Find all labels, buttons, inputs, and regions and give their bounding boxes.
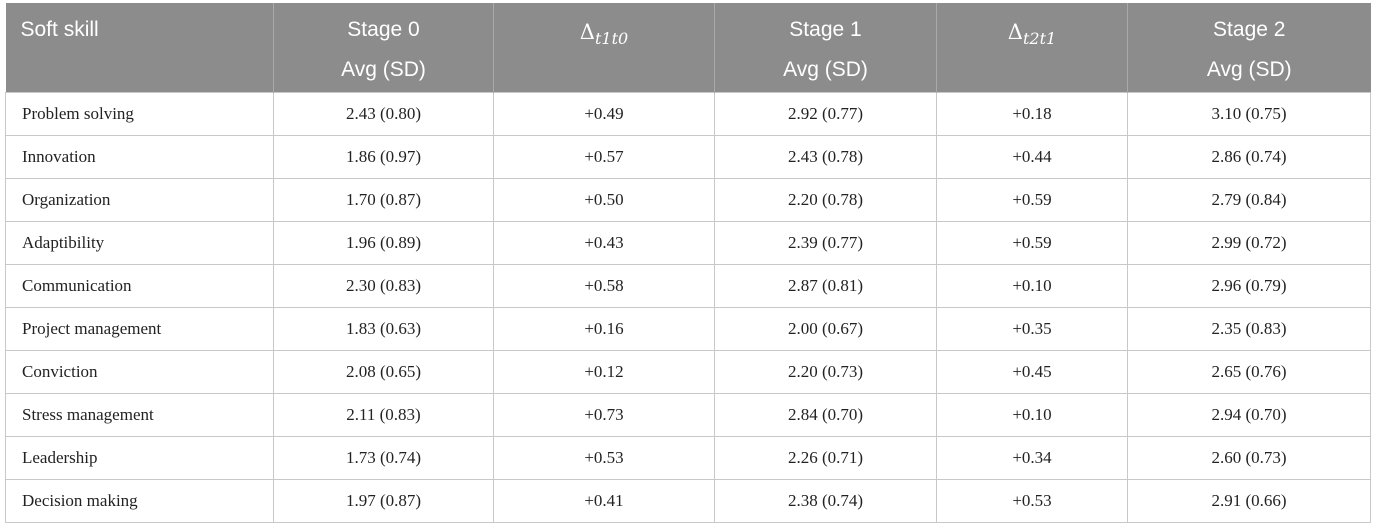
header-stage-1-title: Stage 1 <box>789 18 862 41</box>
header-row: Soft skill Stage 0 Avg (SD) Δt1t0 Stage … <box>5 3 1371 92</box>
cell-delta-t2t1: +0.10 <box>936 392 1128 437</box>
soft-skills-table: Soft skill Stage 0 Avg (SD) Δt1t0 Stage … <box>5 3 1371 523</box>
cell-skill: Problem solving <box>5 91 274 136</box>
cell-stage-2: 2.86 (0.74) <box>1127 134 1371 179</box>
cell-delta-t1t0: +0.12 <box>493 349 715 394</box>
header-stage-0-subtitle: Avg (SD) <box>341 58 426 81</box>
table-row: Problem solving 2.43 (0.80) +0.49 2.92 (… <box>5 91 1371 136</box>
cell-stage-1: 2.92 (0.77) <box>714 91 937 136</box>
cell-delta-t1t0: +0.16 <box>493 306 715 351</box>
cell-delta-t1t0: +0.53 <box>493 435 715 480</box>
cell-delta-t1t0: +0.41 <box>493 478 715 523</box>
delta-subscript: t1t0 <box>594 29 629 48</box>
header-stage-2-title: Stage 2 <box>1213 18 1286 41</box>
cell-stage-2: 2.79 (0.84) <box>1127 177 1371 222</box>
cell-skill: Project management <box>5 306 274 351</box>
cell-delta-t2t1: +0.44 <box>936 134 1128 179</box>
cell-skill: Conviction <box>5 349 274 394</box>
delta-symbol: Δ <box>1007 20 1023 44</box>
cell-stage-0: 1.83 (0.63) <box>273 306 494 351</box>
table-row: Stress management 2.11 (0.83) +0.73 2.84… <box>5 392 1371 437</box>
cell-delta-t2t1: +0.34 <box>936 435 1128 480</box>
header-soft-skill-label: Soft skill <box>20 18 99 41</box>
header-stage-0: Stage 0 Avg (SD) <box>273 3 494 92</box>
header-stage-2-subtitle: Avg (SD) <box>1206 58 1292 81</box>
cell-stage-2: 2.60 (0.73) <box>1127 435 1371 480</box>
header-stage-1-subtitle: Avg (SD) <box>783 58 868 81</box>
cell-delta-t2t1: +0.18 <box>936 91 1128 136</box>
soft-skills-table-container: Soft skill Stage 0 Avg (SD) Δt1t0 Stage … <box>5 3 1371 523</box>
cell-skill: Innovation <box>5 134 274 179</box>
cell-skill: Stress management <box>5 392 274 437</box>
cell-stage-1: 2.43 (0.78) <box>714 134 937 179</box>
cell-delta-t1t0: +0.73 <box>493 392 715 437</box>
cell-stage-0: 1.97 (0.87) <box>273 478 494 523</box>
cell-stage-0: 1.70 (0.87) <box>273 177 494 222</box>
cell-stage-0: 1.86 (0.97) <box>273 134 494 179</box>
cell-delta-t2t1: +0.59 <box>936 220 1128 265</box>
cell-stage-1: 2.84 (0.70) <box>714 392 937 437</box>
cell-delta-t2t1: +0.45 <box>936 349 1128 394</box>
cell-stage-0: 2.11 (0.83) <box>273 392 494 437</box>
cell-delta-t1t0: +0.50 <box>493 177 715 222</box>
header-stage-1: Stage 1 Avg (SD) <box>714 3 937 92</box>
cell-skill: Adaptibility <box>5 220 274 265</box>
header-stage-2: Stage 2 Avg (SD) <box>1127 3 1371 92</box>
table-row: Leadership 1.73 (0.74) +0.53 2.26 (0.71)… <box>5 435 1371 480</box>
cell-delta-t2t1: +0.10 <box>936 263 1128 308</box>
cell-stage-0: 1.73 (0.74) <box>273 435 494 480</box>
cell-stage-2: 2.91 (0.66) <box>1127 478 1371 523</box>
cell-stage-0: 1.96 (0.89) <box>273 220 494 265</box>
cell-stage-0: 2.30 (0.83) <box>273 263 494 308</box>
cell-stage-2: 2.65 (0.76) <box>1127 349 1371 394</box>
header-delta-t2t1-label: Δt2t1 <box>937 19 1127 52</box>
cell-stage-1: 2.38 (0.74) <box>714 478 937 523</box>
cell-delta-t2t1: +0.53 <box>936 478 1128 523</box>
table-row: Innovation 1.86 (0.97) +0.57 2.43 (0.78)… <box>5 134 1371 179</box>
cell-skill: Organization <box>5 177 274 222</box>
header-soft-skill: Soft skill <box>5 3 274 92</box>
cell-stage-0: 2.08 (0.65) <box>273 349 494 394</box>
cell-delta-t1t0: +0.49 <box>493 91 715 136</box>
cell-stage-1: 2.26 (0.71) <box>714 435 937 480</box>
cell-stage-0: 2.43 (0.80) <box>273 91 494 136</box>
cell-stage-2: 3.10 (0.75) <box>1127 91 1371 136</box>
cell-stage-1: 2.87 (0.81) <box>714 263 937 308</box>
header-delta-t2t1: Δt2t1 <box>936 3 1128 92</box>
table-row: Adaptibility 1.96 (0.89) +0.43 2.39 (0.7… <box>5 220 1371 265</box>
cell-stage-1: 2.20 (0.78) <box>714 177 937 222</box>
cell-stage-2: 2.94 (0.70) <box>1127 392 1371 437</box>
cell-skill: Leadership <box>5 435 274 480</box>
cell-skill: Decision making <box>5 478 274 523</box>
table-row: Decision making 1.97 (0.87) +0.41 2.38 (… <box>5 478 1371 523</box>
cell-stage-2: 2.35 (0.83) <box>1127 306 1371 351</box>
cell-delta-t1t0: +0.43 <box>493 220 715 265</box>
cell-stage-1: 2.39 (0.77) <box>714 220 937 265</box>
cell-stage-1: 2.20 (0.73) <box>714 349 937 394</box>
header-delta-t1t0: Δt1t0 <box>493 3 715 92</box>
cell-delta-t2t1: +0.59 <box>936 177 1128 222</box>
table-row: Project management 1.83 (0.63) +0.16 2.0… <box>5 306 1371 351</box>
delta-subscript: t2t1 <box>1022 29 1057 48</box>
cell-skill: Communication <box>5 263 274 308</box>
cell-stage-2: 2.96 (0.79) <box>1127 263 1371 308</box>
cell-stage-1: 2.00 (0.67) <box>714 306 937 351</box>
cell-delta-t2t1: +0.35 <box>936 306 1128 351</box>
cell-stage-2: 2.99 (0.72) <box>1127 220 1371 265</box>
table-row: Conviction 2.08 (0.65) +0.12 2.20 (0.73)… <box>5 349 1371 394</box>
table-header: Soft skill Stage 0 Avg (SD) Δt1t0 Stage … <box>5 3 1371 92</box>
cell-delta-t1t0: +0.58 <box>493 263 715 308</box>
table-row: Communication 2.30 (0.83) +0.58 2.87 (0.… <box>5 263 1371 308</box>
header-stage-0-title: Stage 0 <box>347 18 420 41</box>
cell-delta-t1t0: +0.57 <box>493 134 715 179</box>
table-body: Problem solving 2.43 (0.80) +0.49 2.92 (… <box>5 91 1371 523</box>
table-row: Organization 1.70 (0.87) +0.50 2.20 (0.7… <box>5 177 1371 222</box>
header-delta-t1t0-label: Δt1t0 <box>494 19 714 52</box>
delta-symbol: Δ <box>579 20 595 44</box>
